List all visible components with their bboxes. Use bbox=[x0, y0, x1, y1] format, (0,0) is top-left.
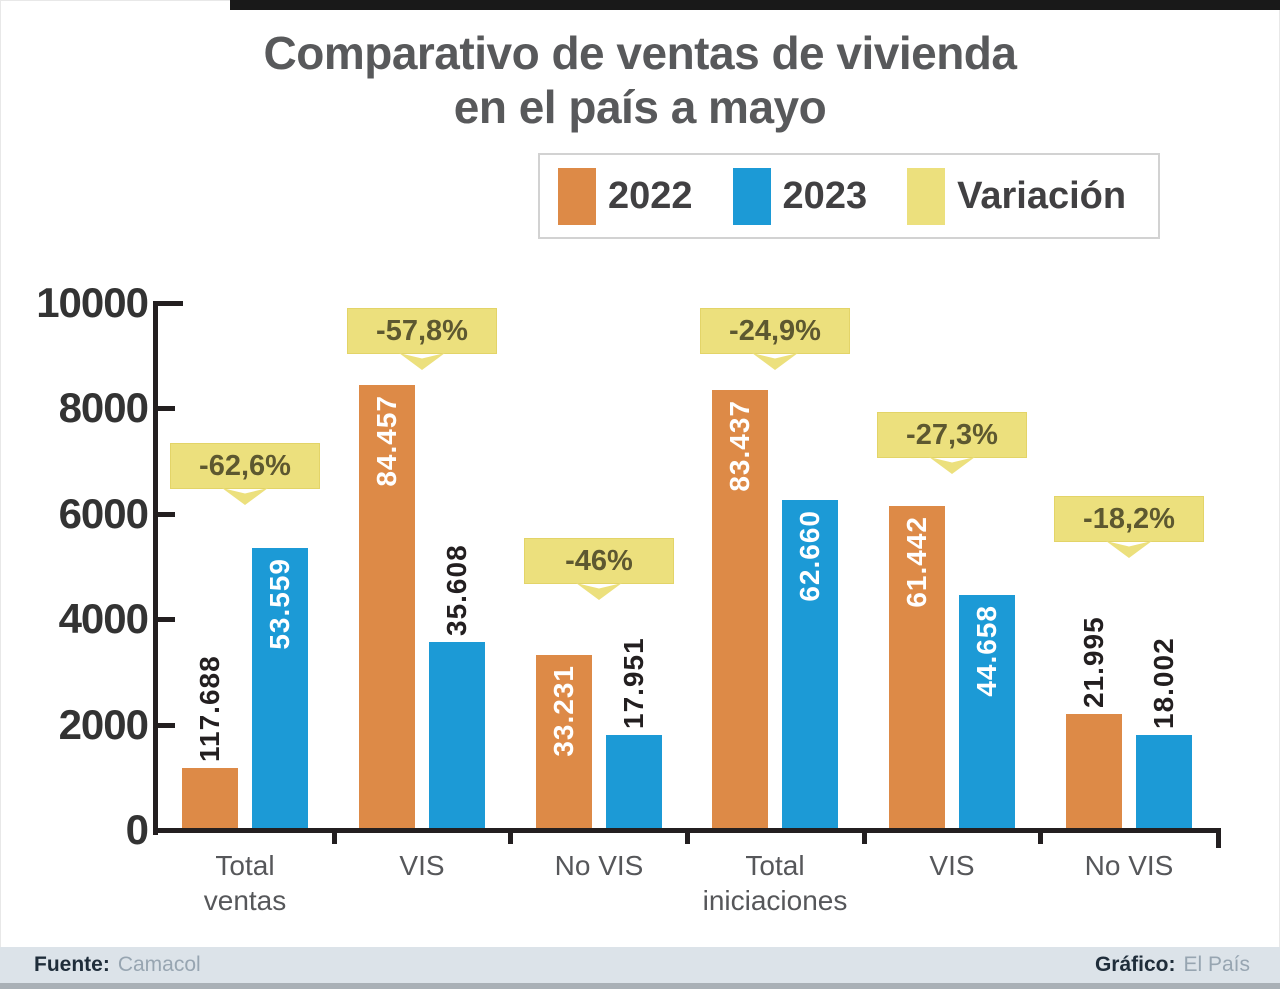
variation-badge-tail-vis-2 bbox=[399, 353, 445, 370]
chart-legend: 2022 2023 Variación bbox=[538, 153, 1160, 239]
variation-badge-tail-total-ventas-1 bbox=[222, 488, 268, 505]
x-category-line: No VIS bbox=[554, 850, 644, 881]
variation-badge-vis-5: -27,3% bbox=[877, 412, 1027, 474]
footer-source: Fuente: Camacol bbox=[34, 953, 201, 977]
bar-2023-no-vis-6 bbox=[1136, 735, 1192, 830]
x-category-line: Total bbox=[215, 850, 275, 881]
source-value: Camacol bbox=[117, 953, 201, 976]
bar-value-label-2022-vis-2: 84.457 bbox=[371, 395, 402, 487]
variation-badge-tail-vis-5 bbox=[929, 457, 975, 474]
credit-label: Gráfico: bbox=[1094, 953, 1176, 976]
bar-value-text-2023-no-vis-6: 18.002 bbox=[1148, 637, 1179, 729]
y-axis-line bbox=[153, 301, 158, 835]
bar-2022-vis-5: 61.442 bbox=[889, 506, 945, 830]
bar-value-label-2023-total-iniciaciones-4: 62.660 bbox=[794, 510, 825, 602]
x-tick-2 bbox=[508, 830, 513, 844]
x-category-label-vis-2: VIS bbox=[327, 848, 517, 883]
y-tick-0 bbox=[157, 828, 183, 833]
y-tick-label-2000: 2000 bbox=[58, 701, 149, 748]
x-category-label-no-vis-3: No VIS bbox=[504, 848, 694, 883]
legend-swatch-Variación bbox=[907, 167, 946, 225]
credit-value: El País bbox=[1183, 953, 1250, 976]
x-category-line: VIS bbox=[399, 850, 445, 881]
legend-swatch-2023 bbox=[732, 167, 771, 225]
x-category-label-vis-5: VIS bbox=[857, 848, 1047, 883]
y-tick-label-8000: 8000 bbox=[58, 384, 149, 431]
x-tick-end bbox=[1216, 830, 1221, 848]
variation-badge-tail-no-vis-3 bbox=[576, 583, 622, 600]
bar-2022-total-ventas-1 bbox=[182, 768, 238, 830]
x-category-label-total-ventas-1: Total ventas bbox=[150, 848, 340, 918]
y-tick-4000 bbox=[157, 617, 175, 622]
top-accent-bar bbox=[230, 0, 1280, 10]
x-category-line: No VIS bbox=[1084, 850, 1174, 881]
footer-credit: Gráfico: El País bbox=[1095, 953, 1250, 977]
bar-value-text-2022-total-ventas-1: 117.688 bbox=[194, 655, 225, 762]
x-tick-1 bbox=[332, 830, 337, 844]
y-tick-8000 bbox=[157, 406, 175, 411]
footer-credits-bar: Fuente: Camacol Gráfico: El País bbox=[0, 947, 1280, 983]
bar-value-label-2022-no-vis-3: 33.231 bbox=[548, 665, 579, 757]
x-tick-3 bbox=[685, 830, 690, 844]
x-category-label-no-vis-6: No VIS bbox=[1034, 848, 1224, 883]
bar-2023-vis-5: 44.658 bbox=[959, 595, 1015, 830]
legend-item-2023: 2023 bbox=[732, 167, 868, 225]
bar-value-label-2022-total-ventas-1: 117.688 bbox=[182, 655, 238, 762]
bar-value-label-2022-no-vis-6: 21.995 bbox=[1066, 616, 1122, 708]
variation-badge-vis-2: -57,8% bbox=[347, 308, 497, 370]
x-category-label-total-iniciaciones-4: Total iniciaciones bbox=[680, 848, 870, 918]
bar-value-text-2022-no-vis-6: 21.995 bbox=[1078, 616, 1109, 708]
variation-badge-tail-total-iniciaciones-4 bbox=[752, 353, 798, 370]
variation-badge-tail-no-vis-6 bbox=[1106, 541, 1152, 558]
y-tick-2000 bbox=[157, 723, 175, 728]
variation-badge-no-vis-6: -18,2% bbox=[1054, 496, 1204, 558]
x-category-line: iniciaciones bbox=[702, 885, 848, 916]
x-tick-5 bbox=[1038, 830, 1043, 844]
chart-title-line1: Comparativo de ventas de vivienda bbox=[263, 27, 1018, 79]
y-tick-label-0: 0 bbox=[125, 806, 149, 853]
x-category-line: VIS bbox=[929, 850, 975, 881]
x-category-line: ventas bbox=[203, 885, 287, 916]
bar-value-label-2022-total-iniciaciones-4: 83.437 bbox=[724, 400, 755, 492]
bar-2022-no-vis-3: 33.231 bbox=[536, 655, 592, 830]
x-tick-4 bbox=[862, 830, 867, 844]
y-tick-label-4000: 4000 bbox=[58, 595, 149, 642]
legend-label-2023: 2023 bbox=[782, 174, 868, 217]
y-tick-label-10000: 10000 bbox=[36, 279, 149, 326]
legend-label-2022: 2022 bbox=[608, 174, 693, 217]
bar-value-label-2023-no-vis-3: 17.951 bbox=[606, 637, 662, 729]
legend-item-Variación: Variación bbox=[907, 167, 1127, 225]
bar-2022-total-iniciaciones-4: 83.437 bbox=[712, 390, 768, 830]
bar-value-text-2023-no-vis-3: 17.951 bbox=[618, 637, 649, 729]
y-tick-10000 bbox=[157, 301, 183, 306]
chart-title-line2: en el país a mayo bbox=[453, 81, 827, 133]
bar-2023-no-vis-3 bbox=[606, 735, 662, 830]
bar-value-label-2023-vis-2: 35.608 bbox=[429, 544, 485, 636]
source-label: Fuente: bbox=[34, 953, 110, 976]
legend-swatch-2022 bbox=[558, 167, 596, 225]
variation-badge-no-vis-3: -46% bbox=[524, 538, 674, 600]
bar-2023-total-iniciaciones-4: 62.660 bbox=[782, 500, 838, 830]
legend-label-Variación: Variación bbox=[957, 174, 1127, 217]
bar-2023-vis-2 bbox=[429, 642, 485, 830]
bar-value-text-2023-vis-2: 35.608 bbox=[441, 544, 472, 636]
bar-value-label-2023-vis-5: 44.658 bbox=[971, 605, 1002, 697]
x-category-line: Total bbox=[745, 850, 805, 881]
legend-item-2022: 2022 bbox=[558, 167, 693, 225]
bar-value-label-2023-no-vis-6: 18.002 bbox=[1136, 637, 1192, 729]
bar-value-label-2023-total-ventas-1: 53.559 bbox=[264, 558, 295, 650]
bar-2022-no-vis-6 bbox=[1066, 714, 1122, 830]
bar-value-label-2022-vis-5: 61.442 bbox=[901, 516, 932, 608]
chart-title: Comparativo de ventas de vivienda en el … bbox=[0, 26, 1280, 134]
y-tick-6000 bbox=[157, 512, 175, 517]
footer-bottom-strip bbox=[0, 983, 1280, 989]
variation-badge-total-iniciaciones-4: -24,9% bbox=[700, 308, 850, 370]
bar-2023-total-ventas-1: 53.559 bbox=[252, 548, 308, 830]
variation-badge-total-ventas-1: -62,6% bbox=[170, 443, 320, 505]
bar-2022-vis-2: 84.457 bbox=[359, 385, 415, 830]
y-tick-label-6000: 6000 bbox=[58, 490, 149, 537]
